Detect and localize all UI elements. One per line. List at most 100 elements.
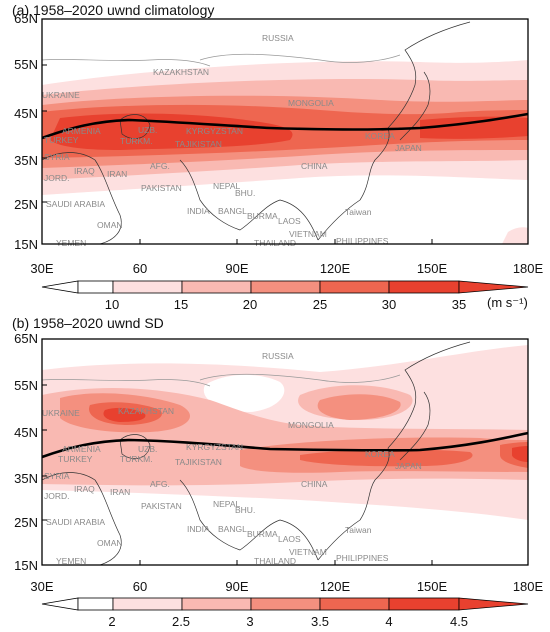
svg-text:MONGOLIA: MONGOLIA xyxy=(288,420,334,430)
svg-text:IRAN: IRAN xyxy=(110,487,130,497)
panel-b-cb-2-5: 2.5 xyxy=(171,614,191,629)
svg-text:KOREA: KOREA xyxy=(365,131,395,141)
svg-text:LAOS: LAOS xyxy=(278,534,301,544)
svg-text:Taiwan: Taiwan xyxy=(345,207,372,217)
panel-b-cb-2: 2 xyxy=(108,614,116,629)
panel-b-title: (b) 1958–2020 uwnd SD xyxy=(12,315,164,331)
svg-text:VIETNAM: VIETNAM xyxy=(289,229,327,239)
svg-text:OMAN: OMAN xyxy=(97,220,123,230)
svg-text:IRAQ: IRAQ xyxy=(74,484,95,494)
svg-text:TURKM.: TURKM. xyxy=(120,454,153,464)
panel-b-lat-65: 65N xyxy=(14,331,38,346)
svg-text:IRAQ: IRAQ xyxy=(74,166,95,176)
panel-a-lon-120e: 120E xyxy=(319,261,351,276)
svg-text:THAILAND: THAILAND xyxy=(254,556,296,566)
panel-b-cb-3-5: 3.5 xyxy=(310,614,330,629)
coastlines xyxy=(42,21,471,565)
svg-text:BHU.: BHU. xyxy=(235,505,255,515)
panel-a-lat-55: 55N xyxy=(14,57,38,72)
panel-a-map xyxy=(42,19,528,244)
svg-text:UZB.: UZB. xyxy=(138,444,157,454)
svg-text:INDIA: INDIA xyxy=(187,206,210,216)
panel-b-lat-25: 25N xyxy=(14,515,38,530)
svg-text:TAJIKISTAN: TAJIKISTAN xyxy=(175,457,222,467)
svg-text:PHILIPPINES: PHILIPPINES xyxy=(336,553,389,563)
panel-a-frame xyxy=(41,18,529,245)
panel-b-frame xyxy=(41,338,529,566)
panel-a-lon-30e: 30E xyxy=(30,261,54,276)
panel-a-unit: (m s⁻¹) xyxy=(487,295,528,310)
panel-a-lat-25: 25N xyxy=(14,197,38,212)
panel-a-lon-60: 60 xyxy=(132,261,148,276)
svg-text:KOREA: KOREA xyxy=(365,449,395,459)
svg-text:SAUDI ARABIA: SAUDI ARABIA xyxy=(46,199,105,209)
svg-text:BURMA: BURMA xyxy=(247,529,278,539)
svg-text:JORD.: JORD. xyxy=(44,491,70,501)
panel-a-lon-150e: 150E xyxy=(416,261,448,276)
svg-text:NEPAL: NEPAL xyxy=(213,499,241,509)
panel-a-lat-45: 45N xyxy=(14,106,38,121)
axis-ticks xyxy=(42,64,433,565)
panel-a-cb-15: 15 xyxy=(173,297,189,312)
svg-text:SAUDI ARABIA: SAUDI ARABIA xyxy=(46,517,105,527)
panel-a-cb-35: 35 xyxy=(451,297,467,312)
panel-b-lon-90e: 90E xyxy=(225,579,249,594)
panel-a-cb-25: 25 xyxy=(312,297,328,312)
panel-b-lat-45: 45N xyxy=(14,425,38,440)
panel-a-lat-65: 65N xyxy=(14,11,38,26)
svg-text:BHU.: BHU. xyxy=(235,188,255,198)
svg-text:PAKISTAN: PAKISTAN xyxy=(141,501,182,511)
svg-text:BANGL.: BANGL. xyxy=(218,524,249,534)
svg-text:NEPAL: NEPAL xyxy=(213,181,241,191)
svg-text:MONGOLIA: MONGOLIA xyxy=(288,98,334,108)
panel-a-jet-axis xyxy=(41,112,529,140)
panel-b-country-labels: RUSSIA UKRAINE KAZAKHSTAN MONGOLIA TURKE… xyxy=(42,351,422,566)
svg-text:RUSSIA: RUSSIA xyxy=(262,33,294,43)
svg-text:BANGL.: BANGL. xyxy=(218,206,249,216)
svg-text:CHINA: CHINA xyxy=(301,161,328,171)
panel-a-country-labels: RUSSIA UKRAINE KAZAKHSTAN MONGOLIA TURKE… xyxy=(42,33,422,248)
svg-text:PHILIPPINES: PHILIPPINES xyxy=(336,236,389,246)
panel-a-lon-90e: 90E xyxy=(225,261,249,276)
svg-text:CHINA: CHINA xyxy=(301,479,328,489)
panel-a-cb-10: 10 xyxy=(104,297,120,312)
svg-text:LAOS: LAOS xyxy=(278,216,301,226)
panel-b-lon-60: 60 xyxy=(132,579,148,594)
panel-b-lon-30e: 30E xyxy=(30,579,54,594)
svg-text:SYRIA: SYRIA xyxy=(44,471,70,481)
panel-a-cb-30: 30 xyxy=(381,297,397,312)
svg-text:BURMA: BURMA xyxy=(247,211,278,221)
panel-b-lat-35: 35N xyxy=(14,471,38,486)
svg-text:UZB.: UZB. xyxy=(138,125,157,135)
panel-b-lon-120e: 120E xyxy=(319,579,351,594)
svg-text:RUSSIA: RUSSIA xyxy=(262,351,294,361)
svg-text:KAZAKHSTAN: KAZAKHSTAN xyxy=(118,406,174,416)
panel-b-cb-3: 3 xyxy=(246,614,254,629)
svg-text:TAJIKISTAN: TAJIKISTAN xyxy=(175,139,222,149)
svg-text:KYRGYZSTAN: KYRGYZSTAN xyxy=(186,442,243,452)
svg-text:TURKEY: TURKEY xyxy=(58,454,93,464)
panel-b-colorbar xyxy=(41,597,529,611)
svg-text:TURKEY: TURKEY xyxy=(44,135,79,145)
svg-text:PAKISTAN: PAKISTAN xyxy=(141,183,182,193)
svg-text:JAPAN: JAPAN xyxy=(395,143,422,153)
panel-b-cb-4: 4 xyxy=(385,614,393,629)
panel-b-lon-150e: 150E xyxy=(416,579,448,594)
svg-text:AFG.: AFG. xyxy=(150,161,170,171)
svg-text:Taiwan: Taiwan xyxy=(345,525,372,535)
svg-text:OMAN: OMAN xyxy=(97,538,123,548)
svg-text:JAPAN: JAPAN xyxy=(395,461,422,471)
svg-text:YEMEN: YEMEN xyxy=(56,556,86,566)
svg-text:KYRGYZSTAN: KYRGYZSTAN xyxy=(186,126,243,136)
panel-b-jet-axis xyxy=(41,431,529,459)
svg-text:TURKM.: TURKM. xyxy=(120,136,153,146)
svg-text:UKRAINE: UKRAINE xyxy=(42,90,80,100)
panel-a-colorbar xyxy=(41,280,529,294)
panel-a-title: (a) 1958–2020 uwnd climatology xyxy=(12,2,215,18)
panel-a-lat-15: 15N xyxy=(14,237,38,252)
panel-a-lon-180e: 180E xyxy=(512,261,544,276)
svg-text:ARMENIA: ARMENIA xyxy=(62,126,101,136)
svg-text:JORD.: JORD. xyxy=(44,173,70,183)
panel-b-lon-180e: 180E xyxy=(512,579,544,594)
